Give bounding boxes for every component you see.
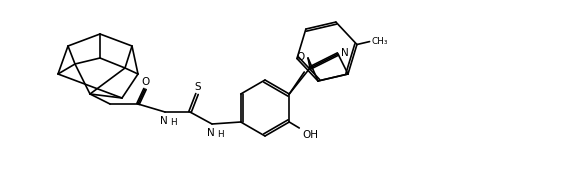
- Text: S: S: [195, 82, 202, 92]
- Text: N: N: [207, 127, 215, 137]
- Text: N: N: [160, 116, 168, 126]
- Text: O: O: [142, 76, 150, 86]
- Text: CH₃: CH₃: [372, 37, 388, 46]
- Text: H: H: [217, 129, 224, 139]
- Text: N: N: [341, 48, 348, 58]
- Text: O: O: [297, 52, 305, 62]
- Text: OH: OH: [302, 130, 318, 140]
- Text: H: H: [169, 118, 176, 126]
